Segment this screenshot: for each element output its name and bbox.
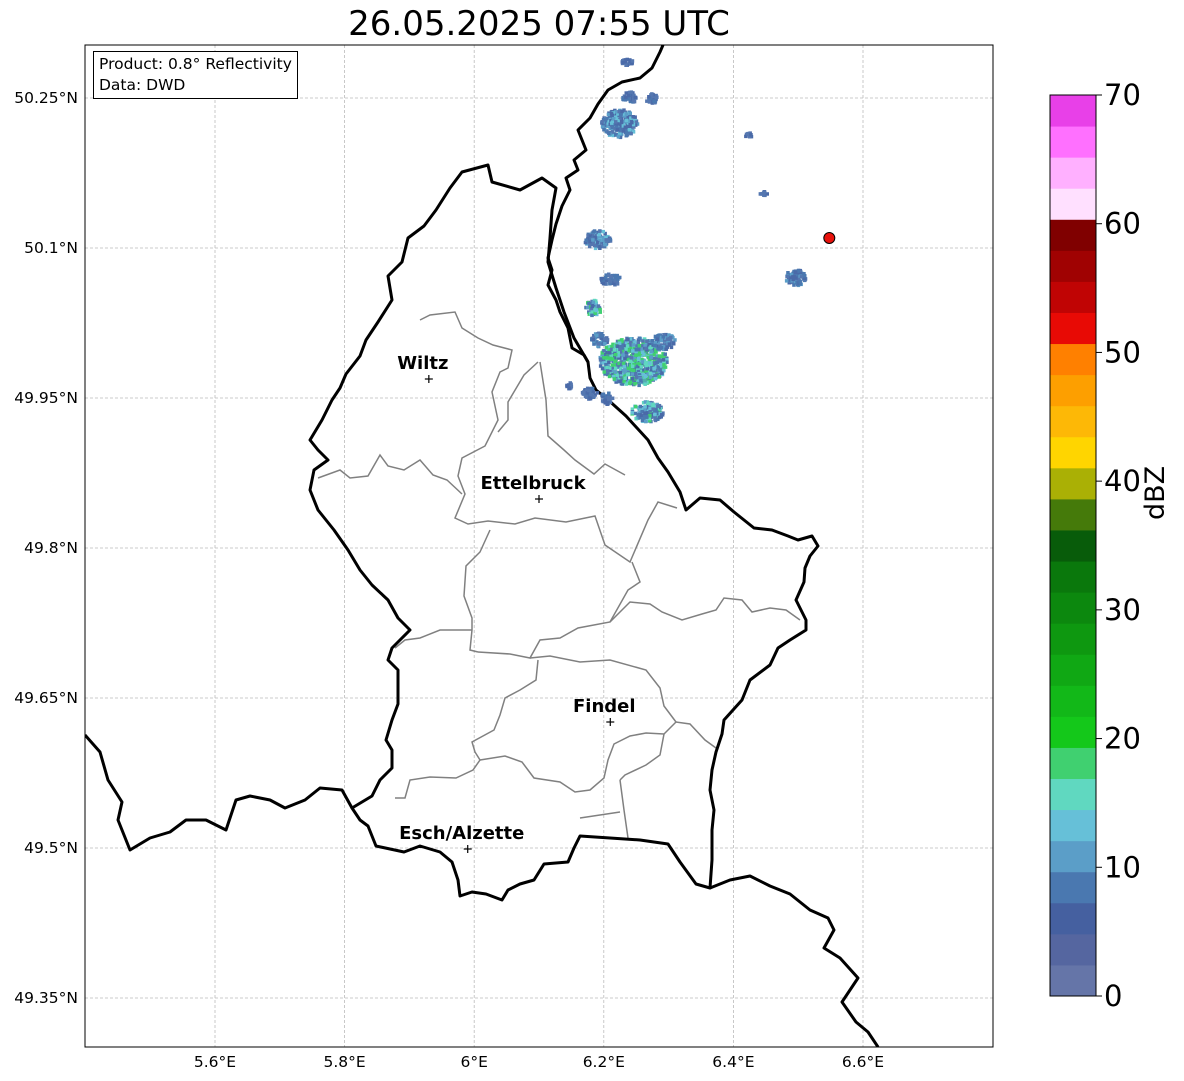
lat-tick-label: 50.25°N	[14, 89, 78, 107]
colorbar-label: dBZ	[1140, 465, 1171, 520]
lon-tick-label: 6°E	[460, 1053, 487, 1071]
luxembourg-border	[308, 163, 820, 902]
colorbar-bin	[1050, 436, 1096, 469]
plot-frame	[84, 44, 994, 1048]
colorbar-bin	[1050, 747, 1096, 780]
lon-tick-label: 6.2°E	[583, 1053, 625, 1071]
colorbar-bin	[1050, 126, 1096, 158]
colorbar-bin	[1050, 312, 1096, 345]
lon-tick-label: 6.6°E	[842, 1053, 884, 1071]
graticule	[85, 45, 993, 1047]
colorbar-bin	[1050, 281, 1096, 313]
france-belgium-border	[85, 734, 354, 852]
colorbar-bin	[1050, 902, 1096, 935]
city-label: Esch/Alzette	[399, 823, 524, 844]
colorbar-bin	[1050, 157, 1096, 189]
colorbar-bin	[1050, 840, 1096, 873]
radar-echoes	[565, 57, 808, 424]
colorbar-bin	[1050, 95, 1096, 127]
colorbar-tick-label: 60	[1104, 207, 1141, 241]
city-marker: Ettelbruck	[480, 473, 587, 503]
colorbar-bin	[1050, 809, 1096, 842]
radar-site-marker	[823, 232, 836, 244]
lat-tick-label: 49.8°N	[24, 539, 78, 557]
city-marker: Wiltz	[397, 353, 448, 383]
canton-boundaries	[317, 311, 801, 839]
city-marker: Findel	[573, 696, 636, 726]
colorbar-bin	[1050, 250, 1096, 282]
colorbar-tick-label: 10	[1104, 850, 1141, 884]
colorbar-bin	[1050, 933, 1096, 966]
lat-tick-label: 49.35°N	[14, 989, 78, 1007]
colorbar-tick-label: 20	[1104, 722, 1141, 756]
city-label: Wiltz	[397, 353, 448, 374]
lon-tick-label: 5.8°E	[323, 1053, 365, 1071]
colorbar-bin	[1050, 685, 1096, 717]
colorbar-bin	[1050, 964, 1096, 997]
city-label: Ettelbruck	[480, 473, 586, 494]
data-source-label: Data: DWD	[99, 76, 186, 94]
colorbar-bin	[1050, 654, 1096, 686]
colorbar-bin	[1050, 716, 1096, 748]
lon-tick-label: 5.6°E	[194, 1053, 236, 1071]
colorbar-bin	[1050, 623, 1096, 655]
city-marker: Esch/Alzette	[399, 823, 524, 853]
colorbar-bin	[1050, 374, 1096, 407]
colorbar-tick-label: 40	[1104, 464, 1141, 498]
colorbar-tick-label: 30	[1104, 593, 1141, 627]
lat-tick-label: 49.5°N	[24, 839, 78, 857]
colorbar-bin	[1050, 188, 1096, 220]
map-title: 26.05.2025 07:55 UTC	[348, 4, 730, 44]
germany-border-north	[546, 45, 665, 363]
colorbar-tick-label: 0	[1104, 979, 1122, 1013]
product-info-box: Product: 0.8° Reflectivity Data: DWD	[93, 51, 298, 99]
product-label: Product: 0.8° Reflectivity	[99, 55, 292, 73]
colorbar: 0 10 20 30 40 50 60 70	[1049, 78, 1141, 1013]
germany-border-south	[709, 874, 880, 1047]
colorbar-bin	[1050, 592, 1096, 624]
colorbar-bin	[1050, 529, 1096, 562]
lat-tick-label: 50.1°N	[24, 239, 78, 257]
colorbar-bin	[1050, 498, 1096, 531]
colorbar-bin	[1050, 561, 1096, 593]
city-label: Findel	[573, 696, 636, 717]
city-markers: Wiltz Ettelbruck Findel Esch/Alzette	[397, 353, 636, 853]
colorbar-bin	[1050, 871, 1096, 904]
lon-tick-label: 6.4°E	[712, 1053, 754, 1071]
colorbar-tick-label: 50	[1104, 335, 1141, 369]
colorbar-tick-label: 70	[1104, 78, 1141, 112]
colorbar-bin	[1050, 405, 1096, 438]
colorbar-bin	[1050, 219, 1096, 251]
lat-tick-label: 49.65°N	[14, 689, 78, 707]
colorbar-bin	[1050, 343, 1096, 376]
lat-tick-label: 49.95°N	[14, 389, 78, 407]
colorbar-bin	[1050, 778, 1096, 811]
colorbar-bin	[1050, 467, 1096, 500]
